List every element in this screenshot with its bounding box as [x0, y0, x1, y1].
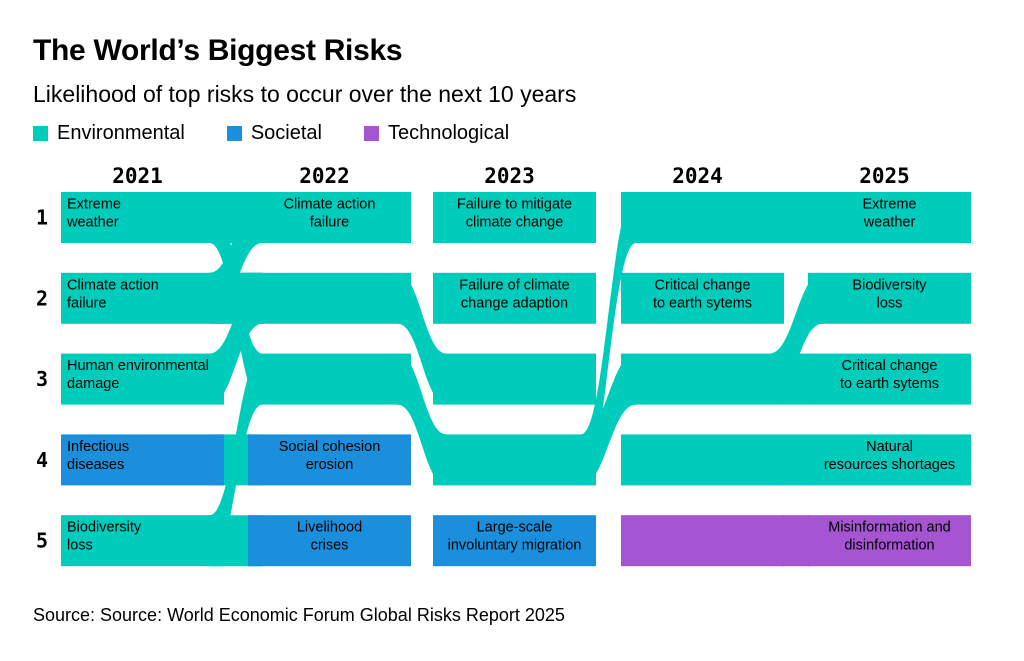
rank-label-2: 2 [36, 286, 48, 310]
cell-2023-rank-5 [433, 515, 596, 567]
legend-swatch [364, 126, 379, 141]
rank-label-1: 1 [36, 206, 48, 230]
cell-2022-rank-3 [248, 353, 411, 405]
rank-label-3: 3 [36, 367, 48, 391]
cell-label-2021-rank-1: Extreme weather [66, 197, 121, 231]
cell-2022-rank-1 [248, 192, 411, 243]
legend: Environmental Societal Technological [33, 122, 551, 145]
cell-label-2025-rank-1: Extreme weather [863, 197, 917, 231]
cell-2021-rank-4 [61, 434, 224, 486]
cell-2021-rank-2 [61, 272, 224, 324]
year-label-2021: 2021 [112, 164, 163, 188]
cell-label-2025-rank-2: Biodiversity loss [852, 277, 927, 311]
cell-2021-rank-1 [61, 192, 224, 243]
year-label-2025: 2025 [859, 164, 910, 188]
cell-label-2024-rank-2: Critical change to earth sytems [653, 277, 752, 311]
cell-label-2021-rank-4: Infectious diseases [67, 439, 129, 473]
rank-label-4: 4 [36, 448, 48, 472]
year-label-2023: 2023 [484, 164, 535, 188]
cell-label-2023-rank-2: Failure of climate change adaption [459, 277, 569, 311]
cell-label-2021-rank-5: Biodiversity loss [67, 520, 142, 554]
cell-labels: Extreme weather Climate action failure Human… [66, 197, 955, 554]
cell-2021-rank-5 [61, 515, 224, 567]
cell-label-2022-rank-5: Livelihood crises [297, 520, 362, 554]
cell-label-2025-rank-5: Misinformation and disinformation [828, 520, 951, 554]
cell-bridge-2024-2025-rank-5 [782, 515, 810, 567]
legend-item-environmental: Environmental [33, 122, 185, 145]
year-label-2022: 2022 [299, 164, 350, 188]
rank-label-5: 5 [36, 529, 48, 553]
cells [61, 192, 971, 567]
cell-label-2023-rank-1: Failure to mitigate climate change [457, 197, 572, 231]
cell-2023-rank-3 [433, 353, 596, 405]
cell-label-2023-rank-5: Large-scale involuntary migration [448, 520, 582, 554]
cell-label-2025-rank-4: Natural resources shortages [824, 439, 955, 473]
cell-2023-rank-2 [433, 272, 596, 324]
cell-label-2025-rank-3: Critical change to earth sytems [840, 358, 939, 392]
year-label-2024: 2024 [672, 164, 723, 188]
cell-2024-rank-3 [621, 353, 784, 405]
cell-bridge-2024-2025-rank-3 [782, 353, 810, 405]
chart-subtitle: Likelihood of top risks to occur over th… [33, 81, 577, 107]
cell-2025-rank-4 [808, 434, 971, 486]
cell-2022-rank-4 [248, 434, 411, 486]
legend-label: Societal [250, 122, 322, 144]
cell-bridge-2024-2025-rank-1 [782, 192, 810, 243]
legend-item-societal: Societal [226, 122, 322, 145]
cell-2022-rank-5 [248, 515, 411, 567]
cell-2024-rank-4 [621, 434, 784, 486]
cell-2022-rank-2 [248, 272, 411, 324]
cell-2024-rank-2 [621, 272, 784, 324]
cell-label-2021-rank-2: Climate action failure [67, 277, 159, 311]
year-headers: 2021 2022 2023 2024 2025 [112, 164, 910, 188]
legend-swatch [226, 126, 242, 141]
cell-2025-rank-1 [808, 192, 971, 243]
cell-2023-rank-4 [433, 434, 596, 486]
cell-label-2022-rank-1: Climate action failure [284, 197, 376, 231]
legend-item-technological: Technological [364, 122, 509, 145]
legend-swatch [33, 126, 48, 141]
bump-chart: Extreme weather Climate action failure Human… [36, 164, 971, 567]
cell-2024-rank-1 [621, 192, 784, 243]
chart-title: The World’s Biggest Risks [33, 34, 403, 67]
cell-label-2022-rank-4: Social cohesion erosion [279, 439, 381, 473]
cell-bridge-2024-2025-rank-4 [782, 434, 810, 486]
legend-label: Environmental [57, 122, 185, 144]
cell-2025-rank-5 [808, 515, 971, 567]
flow-extreme-weather-2023-2024 [581, 192, 636, 486]
cell-2025-rank-2 [808, 272, 971, 324]
cell-2025-rank-3 [808, 353, 971, 405]
cell-label-2021-rank-3: Human environmental damage [67, 358, 209, 392]
cell-2021-rank-3 [61, 353, 224, 405]
rank-labels: 1 2 3 4 5 [36, 206, 48, 553]
legend-label: Technological [388, 122, 510, 144]
cell-2023-rank-1 [433, 192, 596, 243]
source-note: Source: Source: World Economic Forum Glo… [33, 605, 565, 625]
cell-2024-rank-5 [621, 515, 784, 567]
